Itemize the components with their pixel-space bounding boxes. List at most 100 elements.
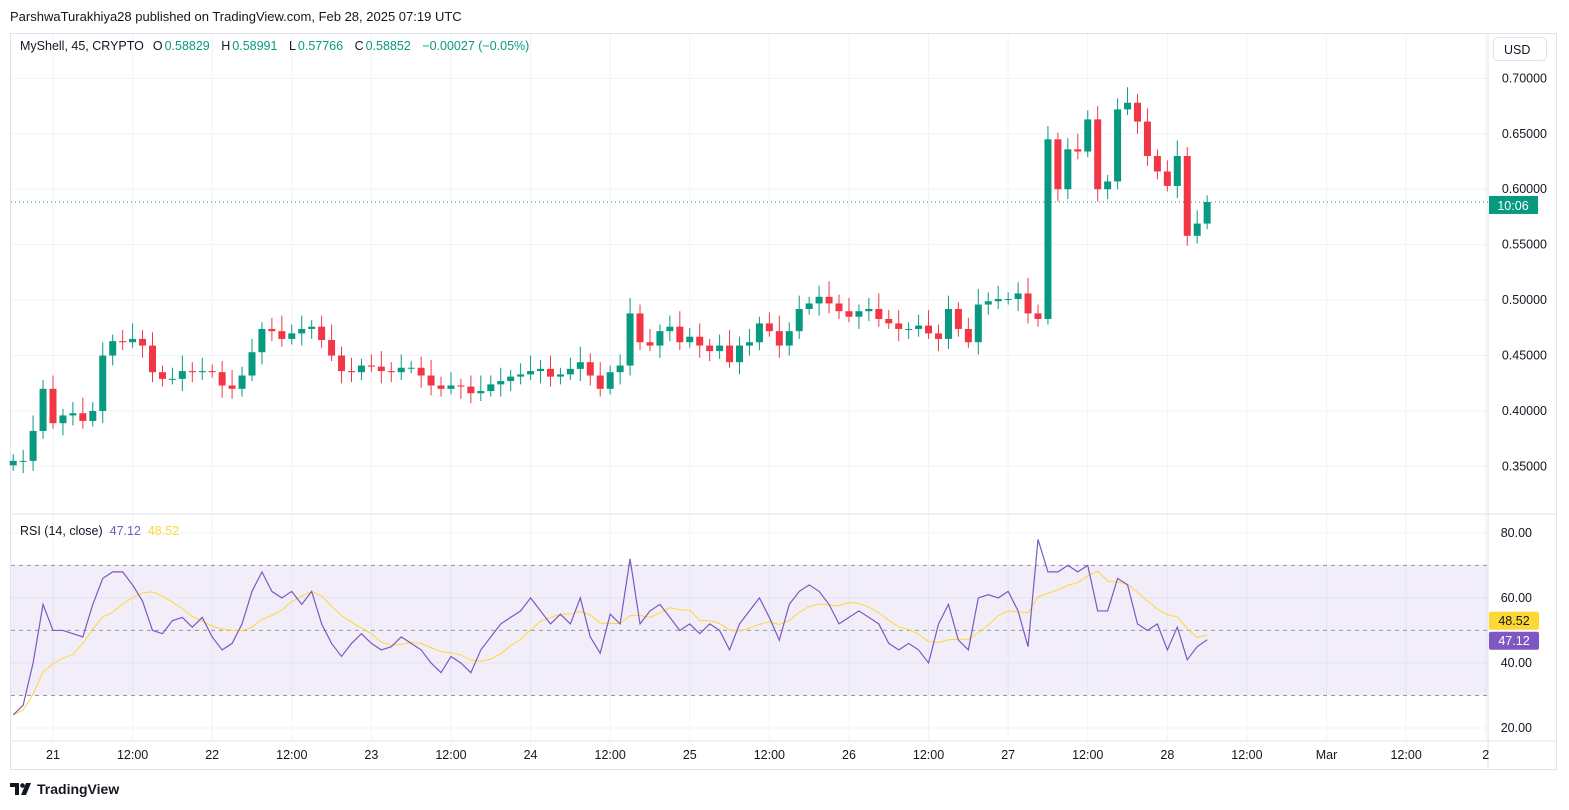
candle-body: [497, 381, 505, 385]
candle-body: [885, 318, 893, 324]
candle-body: [944, 308, 952, 339]
candle: [994, 285, 1002, 309]
candle-body: [39, 388, 47, 431]
close-value: 0.58852: [365, 39, 411, 53]
candle-body: [357, 365, 365, 373]
candle-body: [636, 313, 644, 343]
currency-button[interactable]: USD: [1493, 37, 1547, 61]
time-tick-label: 21: [46, 748, 60, 762]
candle: [875, 293, 883, 327]
candle: [606, 365, 614, 395]
candle-body: [377, 366, 385, 372]
candle-body: [198, 371, 206, 373]
rsi-badge: [1489, 631, 1539, 650]
candle: [477, 375, 485, 402]
time-tick-label: 12:00: [1072, 748, 1103, 762]
candle-body: [775, 331, 783, 346]
rsi-ma-line: [12, 570, 1208, 716]
rsi-title[interactable]: RSI (14, close): [20, 524, 103, 538]
footer-brand: TradingView: [37, 781, 120, 797]
price-tick-label: 0.70000: [1502, 71, 1547, 85]
candle: [745, 328, 753, 356]
candle-body: [845, 311, 853, 317]
candle: [586, 353, 594, 386]
candle: [1014, 282, 1022, 312]
candle: [1124, 87, 1132, 115]
time-tick-label: 12:00: [1231, 748, 1262, 762]
candle-body: [1104, 181, 1112, 190]
candle: [1143, 108, 1151, 166]
candle-body: [1173, 155, 1181, 186]
candle: [49, 375, 57, 429]
candle-body: [974, 304, 982, 343]
candle: [805, 296, 813, 315]
candle-body: [347, 371, 355, 373]
candle: [1104, 174, 1112, 200]
candle: [497, 367, 505, 397]
candle-body: [1084, 119, 1092, 152]
candle: [1183, 147, 1191, 246]
candle-body: [367, 365, 375, 367]
candle-body: [228, 385, 236, 389]
candle: [1054, 132, 1062, 202]
candle: [537, 359, 545, 384]
candle-body: [954, 308, 962, 329]
candle: [726, 330, 734, 368]
candle: [238, 366, 246, 397]
candle-body: [1143, 121, 1151, 156]
candle: [815, 285, 823, 316]
time-tick-label: Mar: [1316, 748, 1338, 762]
candle: [666, 315, 674, 342]
candle: [696, 323, 704, 358]
candle-body: [1004, 299, 1012, 301]
candle: [566, 357, 574, 380]
candle: [795, 295, 803, 339]
candle: [646, 328, 654, 352]
candle-body: [1153, 155, 1161, 172]
candle-body: [765, 323, 773, 332]
symbol-name[interactable]: MyShell, 45, CRYPTO: [20, 39, 144, 53]
candle-body: [527, 371, 535, 375]
candle: [1074, 133, 1082, 160]
rsi-ma-value: 48.52: [147, 524, 180, 538]
time-tick-label: 12:00: [754, 748, 785, 762]
candle-body: [805, 303, 813, 309]
candle-body: [795, 308, 803, 332]
footer-logo[interactable]: TradingView: [10, 781, 119, 797]
candle: [218, 361, 226, 398]
candle-body: [89, 410, 97, 421]
candle-body: [238, 375, 246, 389]
candle: [915, 314, 923, 337]
candle-body: [964, 328, 972, 343]
candle-body: [576, 362, 584, 369]
candle: [626, 297, 634, 376]
candle-body: [815, 296, 823, 304]
candle: [467, 375, 475, 404]
candle-body: [407, 367, 415, 369]
candle: [556, 367, 564, 385]
candle-body: [148, 345, 156, 373]
time-tick-label: 12:00: [117, 748, 148, 762]
time-tick-label: 25: [683, 748, 697, 762]
candle: [935, 324, 943, 352]
candle: [1203, 195, 1211, 230]
candles: [9, 87, 1211, 474]
candle: [447, 372, 455, 395]
rsi-line: [12, 539, 1208, 716]
candle-body: [994, 299, 1002, 302]
candle-body: [208, 371, 216, 373]
candle: [1133, 93, 1141, 134]
rsi-tick-label: 80.00: [1501, 526, 1532, 540]
open-label: O: [152, 39, 163, 53]
candle-body: [29, 430, 37, 461]
candle-body: [905, 328, 913, 330]
high-value: 0.58991: [232, 39, 278, 53]
candle: [328, 324, 336, 362]
candle: [576, 346, 584, 382]
candle: [706, 338, 714, 362]
candle: [148, 332, 156, 383]
candle: [1193, 210, 1201, 244]
candle: [865, 297, 873, 322]
candle: [268, 317, 276, 342]
